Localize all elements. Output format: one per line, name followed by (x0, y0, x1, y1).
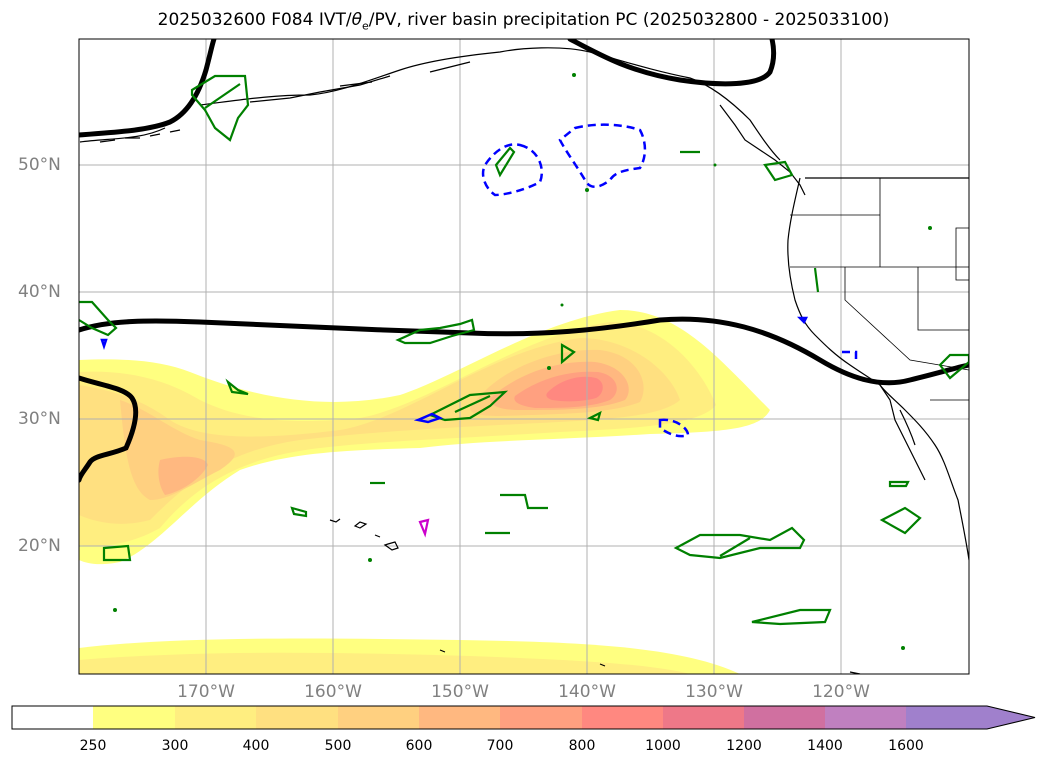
lat-label-20n: 20°N (18, 536, 61, 556)
lon-label-120w: 120°W (812, 682, 870, 702)
black-contours (79, 39, 969, 483)
green-contour-8 (102, 544, 132, 562)
coastline-aleutians (99, 129, 181, 143)
green-contour-4 (395, 318, 476, 345)
lon-label-170w: 170°W (177, 682, 235, 702)
green-contour-17 (938, 353, 969, 380)
colorbar-tick: 1600 (888, 738, 924, 754)
lat-label-30n: 30°N (18, 409, 61, 429)
blue-contour-5 (413, 412, 444, 424)
green-contour-13 (673, 526, 806, 560)
lon-label-150w: 150°W (431, 682, 489, 702)
green-contour-7 (586, 410, 602, 422)
black-contour-4 (567, 39, 777, 87)
ivt-800-region (546, 376, 603, 402)
colorbar-tick: 1000 (645, 738, 681, 754)
coastline-alaska-peninsula (249, 61, 471, 103)
green-contour-9 (290, 506, 308, 518)
lon-label-130w: 130°W (685, 682, 743, 702)
blue-contour-1 (481, 143, 544, 197)
blue-solid-contours (100, 316, 809, 424)
blue-contour-3 (658, 418, 690, 438)
blue-contour-2 (558, 123, 647, 188)
magenta-contour (418, 518, 430, 538)
green-contour-5 (427, 390, 509, 422)
green-contours (79, 74, 969, 626)
green-contour-20 (813, 267, 820, 293)
colorbar-tick: 300 (161, 738, 189, 754)
blue-contour-7 (796, 316, 809, 325)
black-contour-3 (79, 39, 217, 138)
green-contour-1 (190, 74, 250, 142)
colorbar-tick: 1200 (726, 738, 762, 754)
coastlines (79, 47, 969, 674)
ivt-filled-contours (79, 310, 770, 674)
green-contour-19 (763, 160, 794, 182)
green-contour-3 (225, 378, 249, 396)
colorbar-tick: 600 (405, 738, 433, 754)
green-contour-18 (494, 146, 516, 178)
black-contour-2 (79, 375, 139, 483)
border-states (790, 178, 969, 401)
colorbar-tick: 500 (324, 738, 352, 754)
coastline-alaska (79, 47, 781, 161)
coastline-baja (879, 384, 926, 481)
map-frame (78, 38, 970, 675)
green-contour-15 (879, 506, 922, 535)
coastline-west-us (787, 177, 969, 561)
graticule (79, 39, 969, 674)
green-contour-11 (500, 493, 548, 510)
coastline-hawaii (329, 518, 399, 551)
green-contour-2 (79, 300, 118, 337)
lon-label-140w: 140°W (558, 682, 616, 702)
green-contour-6 (560, 343, 576, 365)
ivt-600-region (158, 361, 629, 495)
map-area (79, 39, 969, 674)
colorbar-tick: 400 (242, 738, 270, 754)
lat-label-50n: 50°N (18, 155, 61, 175)
colorbar-tick: 1400 (807, 738, 843, 754)
colorbar-outline (11, 705, 1036, 730)
colorbar-tick: 700 (486, 738, 514, 754)
green-dots (113, 73, 932, 650)
colorbar-tick: 800 (568, 738, 596, 754)
colorbar-tick: 250 (79, 738, 107, 754)
lat-label-40n: 40°N (18, 282, 61, 302)
blue-contour-4 (842, 350, 858, 360)
colorbar (11, 705, 1036, 730)
figure-title: 2025032600 F084 IVT/θe/PV, river basin p… (157, 10, 890, 33)
ivt-300-south-band (79, 652, 690, 674)
blue-contour-6 (100, 338, 108, 350)
green-contour-14 (751, 608, 832, 626)
lon-label-160w: 160°W (304, 682, 362, 702)
green-contour-16 (888, 480, 910, 488)
blue-dashed-contours (481, 123, 858, 438)
black-contour-1 (79, 316, 969, 386)
